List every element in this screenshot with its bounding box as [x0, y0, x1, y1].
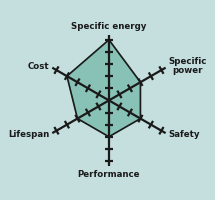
- Text: Safety: Safety: [169, 130, 200, 139]
- Text: Specific energy: Specific energy: [71, 22, 147, 31]
- Text: Specific
power: Specific power: [169, 57, 207, 75]
- Text: Lifespan: Lifespan: [8, 130, 49, 139]
- Polygon shape: [67, 40, 140, 137]
- Text: Performance: Performance: [78, 170, 140, 179]
- Text: Cost: Cost: [28, 62, 49, 71]
